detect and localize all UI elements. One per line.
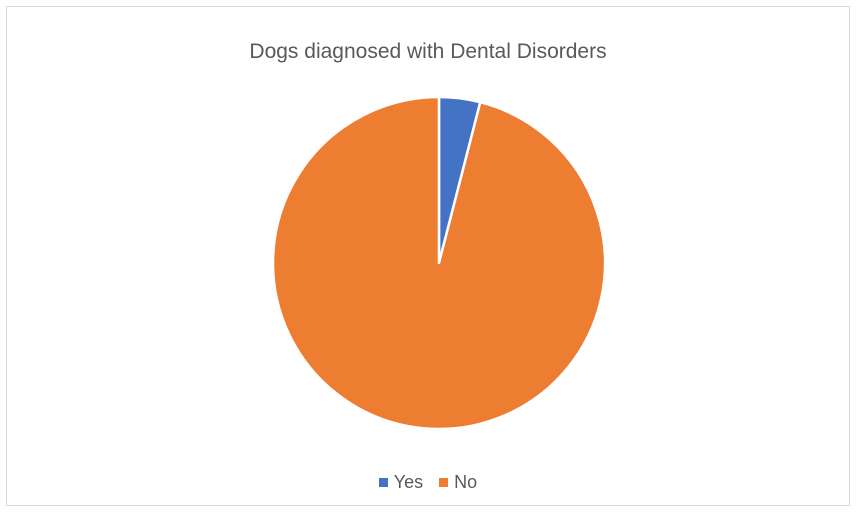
legend-swatch-yes <box>378 477 388 487</box>
pie-chart <box>271 95 607 431</box>
legend-item-no: No <box>439 473 477 491</box>
pie-slice-no <box>271 95 607 431</box>
legend-item-yes: Yes <box>378 472 424 492</box>
chart-title: Dogs diagnosed with Dental Disorders <box>249 40 607 63</box>
legend: Yes No <box>7 473 849 491</box>
chart-container: Dogs diagnosed with Dental Disorders Yes… <box>6 6 850 506</box>
pie-slices <box>271 95 607 431</box>
legend-label-yes: Yes <box>393 472 424 492</box>
legend-swatch-no <box>439 477 449 487</box>
legend-label-no: No <box>454 472 478 492</box>
